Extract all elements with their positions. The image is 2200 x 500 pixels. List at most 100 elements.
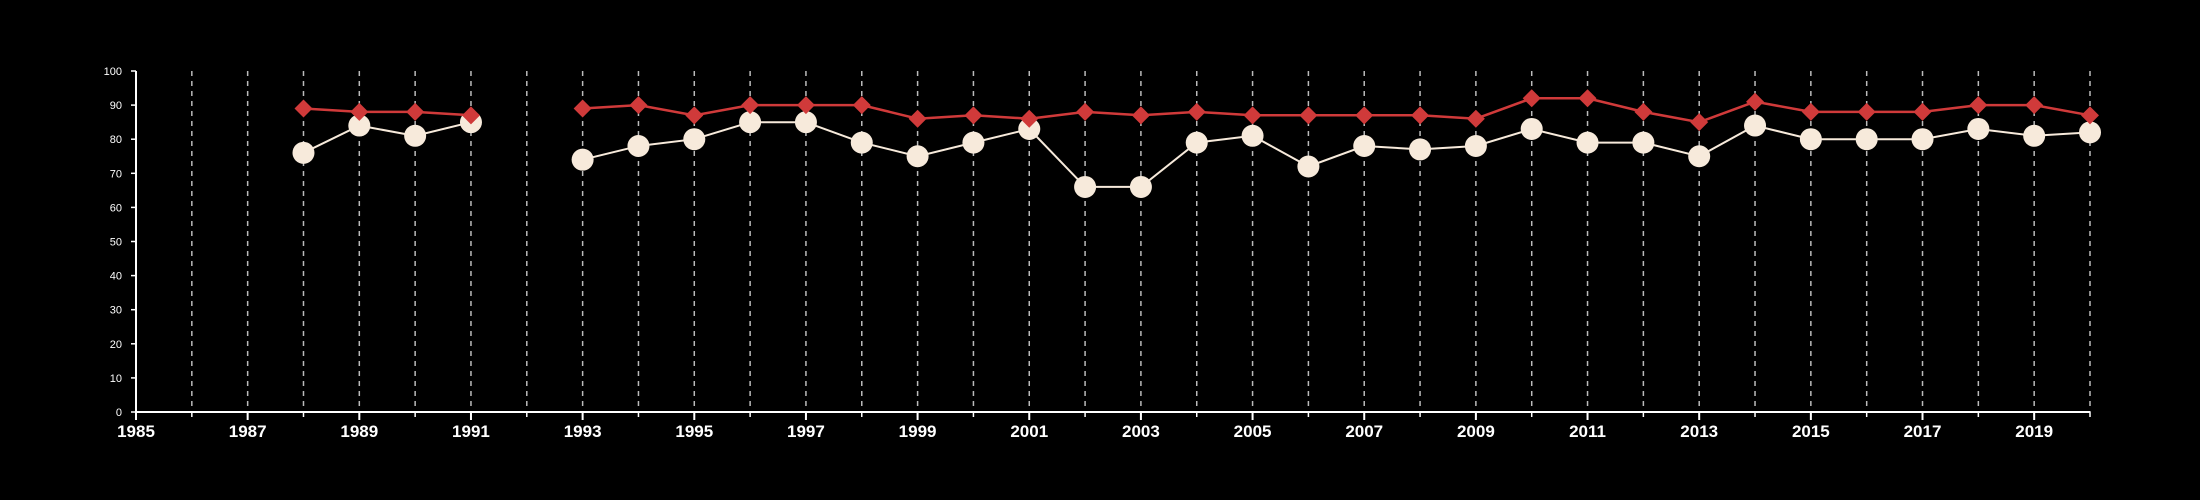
series-2-point-1995 (683, 128, 706, 151)
series-2-point-2017 (1911, 128, 1934, 151)
y-tick-label-40: 40 (110, 271, 122, 283)
y-tick-label-80: 80 (110, 134, 122, 146)
x-tick-label-2015: 2015 (1792, 422, 1830, 441)
series-1-point-1989 (350, 102, 369, 121)
x-tick-label-1991: 1991 (452, 422, 490, 441)
series-1-point-2005 (1243, 106, 1262, 125)
series-1-point-1990 (406, 102, 425, 121)
series-2-point-1998 (850, 131, 873, 154)
series-1 (294, 89, 2099, 132)
y-tick-label-100: 100 (104, 66, 122, 78)
series-1-point-2020 (2081, 106, 2099, 125)
series-2-point-1996 (739, 111, 762, 134)
y-tick-label-0: 0 (116, 407, 122, 419)
series-2-point-2016 (1855, 128, 1878, 151)
series-1-line-segment-1 (303, 107, 472, 117)
x-tick-label-2001: 2001 (1010, 422, 1048, 441)
y-tick-label-60: 60 (110, 202, 122, 214)
series-2 (292, 111, 2101, 198)
series-1-point-1988 (294, 99, 313, 118)
series-2-point-2010 (1520, 117, 1543, 140)
series-2-point-2002 (1074, 175, 1097, 198)
series-1-point-1997 (796, 96, 815, 115)
series-1-point-2007 (1355, 106, 1374, 125)
x-tick-label-2013: 2013 (1680, 422, 1718, 441)
series-1-point-2013 (1690, 113, 1709, 132)
series-1-point-1991 (461, 106, 480, 125)
axes: 1985 1987 1989 1991 1993 1995 1997 1999 2001 2003… (104, 66, 2091, 441)
series-1-point-2003 (1131, 106, 1150, 125)
y-tick-label-20: 20 (110, 339, 122, 351)
x-tick-label-1995: 1995 (675, 422, 713, 441)
series-2-point-2013 (1688, 145, 1711, 168)
series-1-point-1996 (741, 96, 760, 115)
x-tick-label-2011: 2011 (1569, 422, 1606, 441)
x-tick-label-1985: 1985 (117, 422, 155, 441)
series-1-point-2018 (1969, 96, 1988, 115)
series-2-point-2014 (1744, 114, 1767, 137)
y-tick-label-10: 10 (110, 373, 122, 385)
series-1-point-2009 (1466, 109, 1485, 128)
x-tick-label-2009: 2009 (1457, 422, 1495, 441)
series-2-point-2020 (2079, 121, 2101, 144)
series-2-point-2003 (1129, 175, 1152, 198)
series-1-point-2012 (1634, 102, 1653, 121)
series-1-point-2006 (1299, 106, 1318, 125)
series-1-point-2010 (1522, 89, 1541, 108)
x-tick-label-1999: 1999 (899, 422, 937, 441)
series-2-line-segment-2 (582, 121, 2091, 188)
x-tick-label-2017: 2017 (1904, 422, 1942, 441)
series-2-point-2001 (1018, 117, 1041, 140)
series-2-point-2008 (1409, 138, 1432, 161)
series-1-point-2008 (1411, 106, 1430, 125)
series-2-point-1994 (627, 135, 650, 158)
series-1-point-1998 (852, 96, 871, 115)
series-1-point-2004 (1187, 102, 1206, 121)
series-1-point-2015 (1801, 102, 1820, 121)
series-1-point-1999 (908, 109, 927, 128)
x-tick-label-2003: 2003 (1122, 422, 1160, 441)
y-tick-label-70: 70 (110, 168, 122, 180)
x-tick-label-1989: 1989 (340, 422, 378, 441)
series-2-point-2018 (1967, 117, 1990, 140)
series-1-point-2019 (2025, 96, 2044, 115)
series-2-point-1989 (348, 114, 371, 137)
series-1-point-1995 (685, 106, 704, 125)
series-1-line-segment-2 (582, 97, 2091, 124)
series-2-point-2009 (1464, 135, 1487, 158)
y-tick-label-30: 30 (110, 305, 122, 317)
series-2-point-2006 (1297, 155, 1320, 178)
series-1-point-2011 (1578, 89, 1597, 108)
y-tick-label-50: 50 (110, 237, 122, 249)
y-tick-label-90: 90 (110, 100, 122, 112)
series-1-point-2014 (1746, 92, 1765, 111)
series-1-point-1993 (573, 99, 592, 118)
series-2-line-segment-1 (303, 121, 472, 154)
series-2-point-1990 (404, 124, 427, 147)
x-tick-label-1997: 1997 (787, 422, 825, 441)
series-2-point-1997 (794, 111, 817, 134)
series-2-point-2004 (1185, 131, 1208, 154)
grid-lines (191, 71, 2091, 412)
series-2-point-2011 (1576, 131, 1599, 154)
series-1-point-2017 (1913, 102, 1932, 121)
series-1-point-1994 (629, 96, 648, 115)
series-2-point-2000 (962, 131, 985, 154)
series-2-point-1993 (571, 148, 594, 171)
data-series (292, 89, 2101, 198)
series-2-point-2015 (1799, 128, 1822, 151)
x-tick-label-2005: 2005 (1234, 422, 1272, 441)
x-tick-label-1993: 1993 (564, 422, 602, 441)
series-2-point-1999 (906, 145, 929, 168)
series-2-point-1988 (292, 141, 315, 164)
series-1-point-2016 (1857, 102, 1876, 121)
series-2-point-2012 (1632, 131, 1655, 154)
series-2-point-2019 (2023, 124, 2046, 147)
series-2-point-2005 (1241, 124, 1264, 147)
series-1-point-2001 (1020, 109, 1039, 128)
series-1-point-2000 (964, 106, 983, 125)
x-tick-label-1987: 1987 (229, 422, 267, 441)
series-2-point-2007 (1353, 135, 1376, 158)
